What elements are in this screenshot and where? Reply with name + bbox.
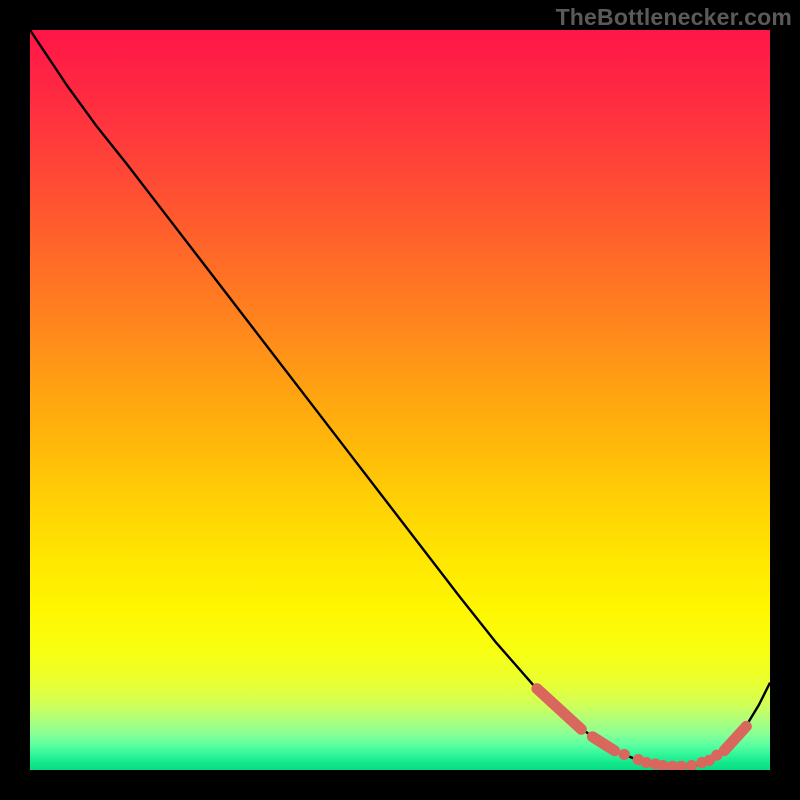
marker-dot [711,750,722,761]
marker-dot [619,749,630,760]
plot-svg [30,30,770,770]
watermark-text: TheBottlenecker.com [556,4,792,31]
root: TheBottlenecker.com [0,0,800,800]
plot-background [30,30,770,770]
